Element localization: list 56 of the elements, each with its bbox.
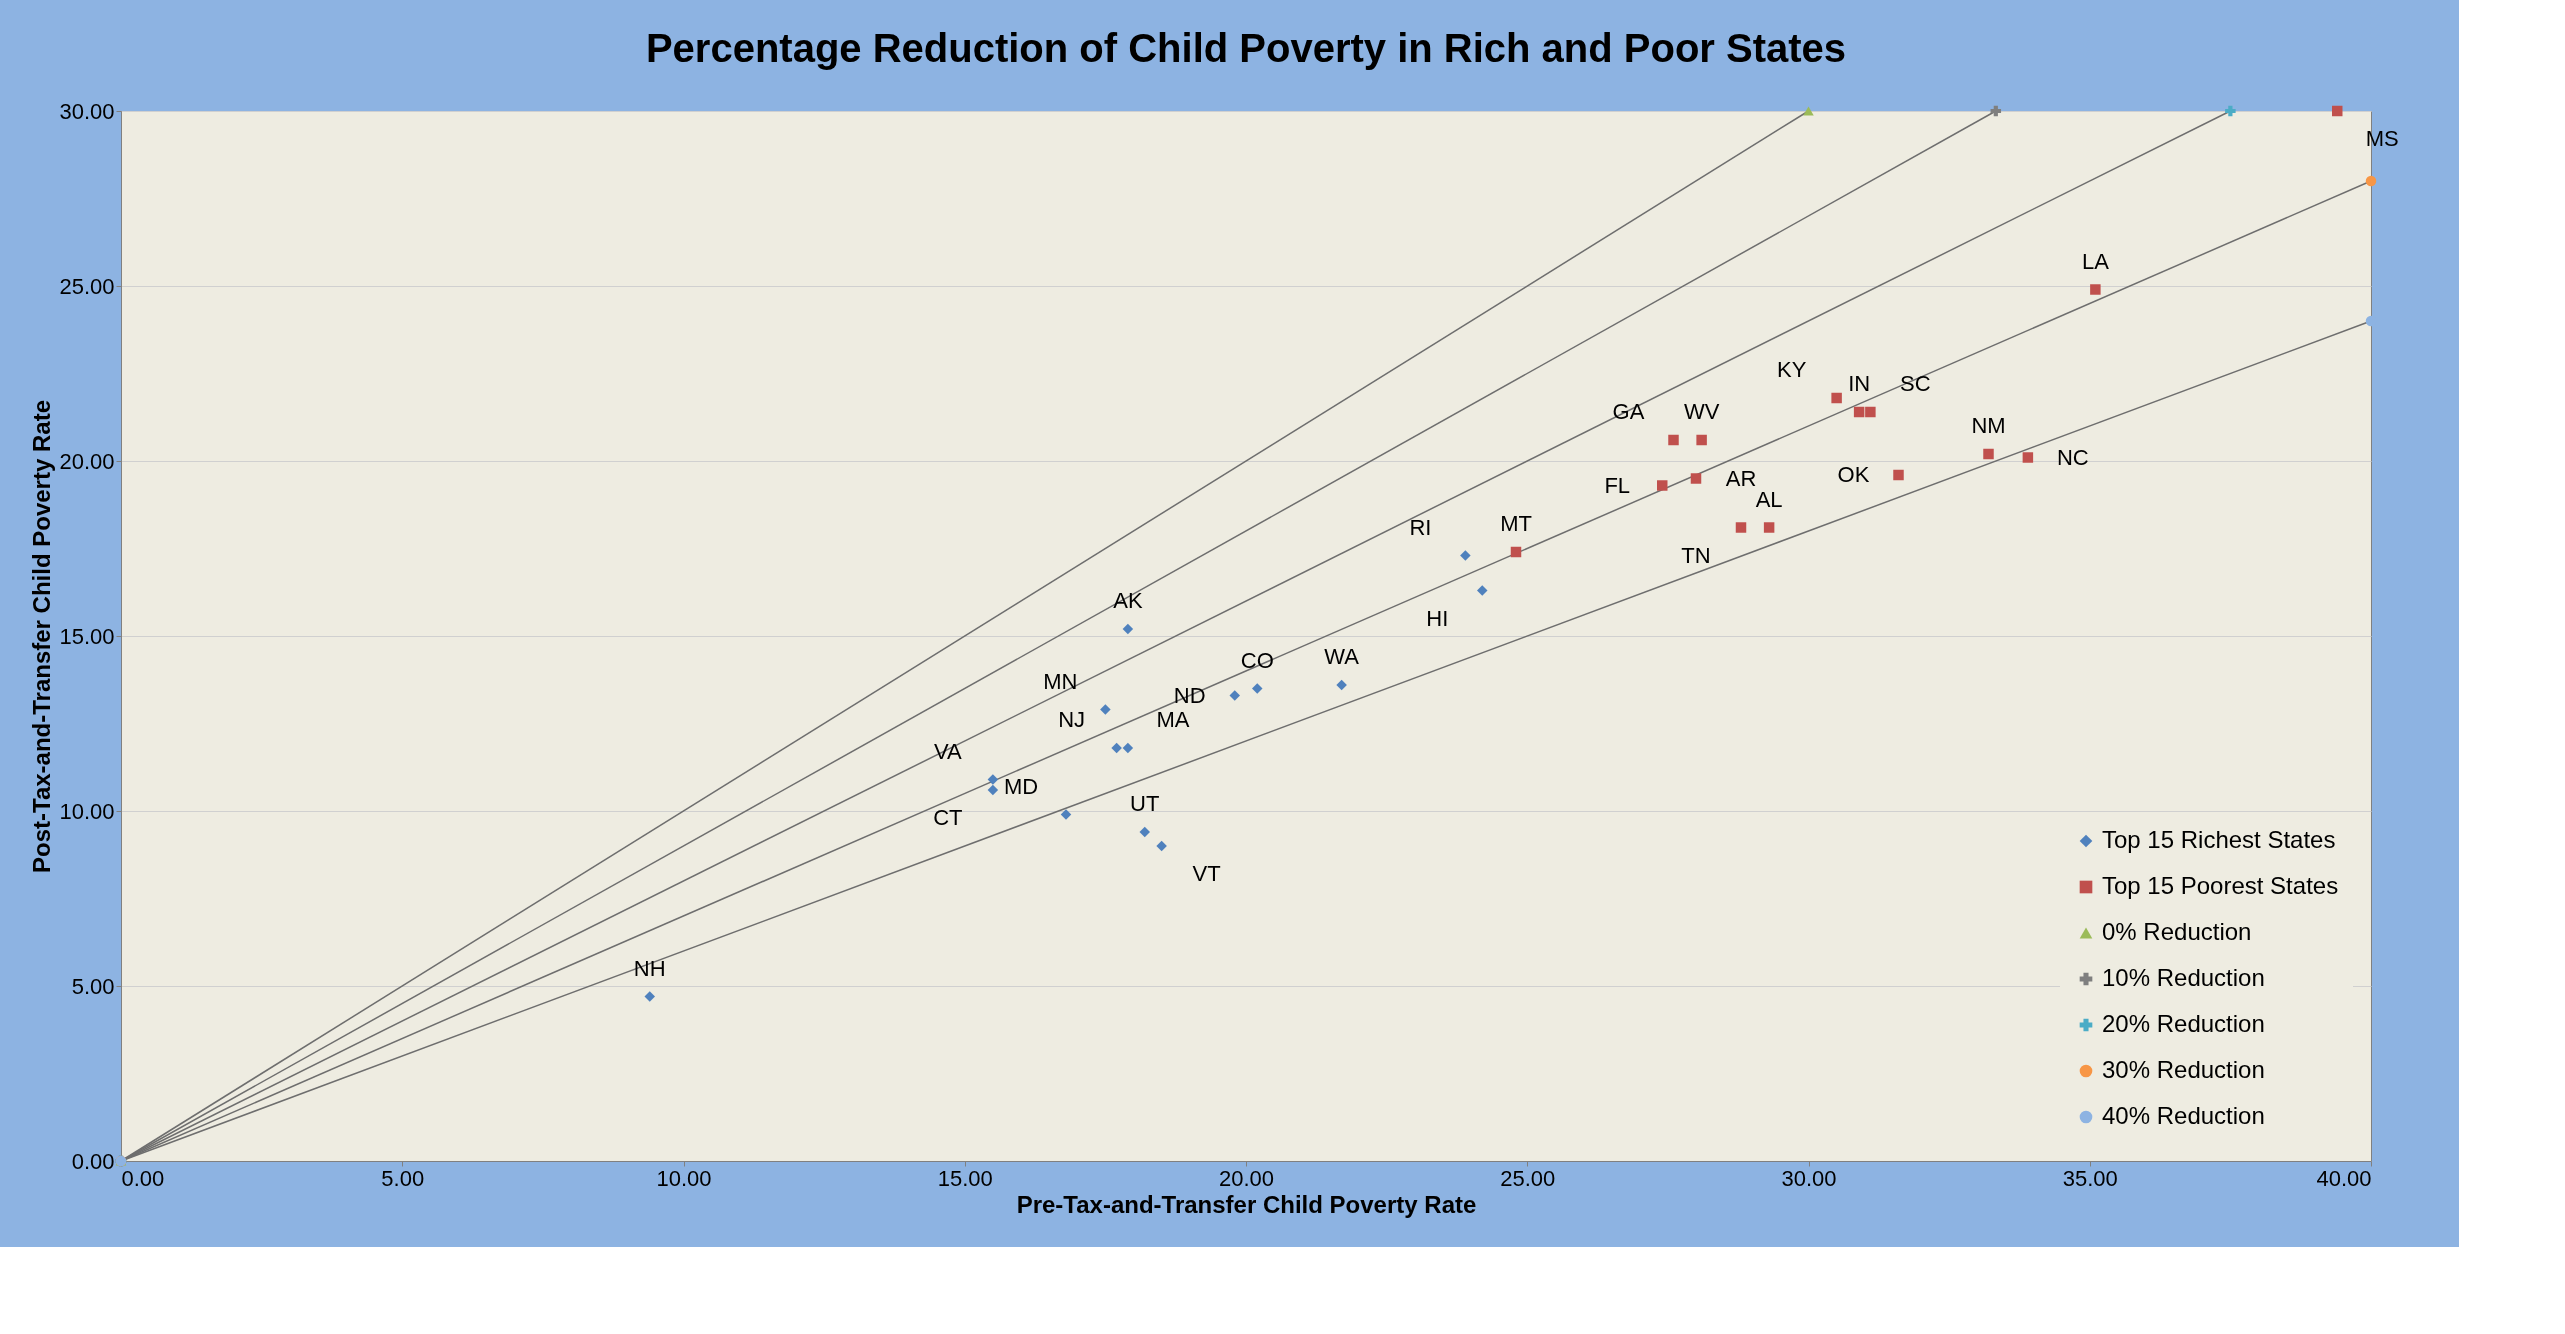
- data-label: NC: [2056, 444, 2089, 470]
- data-label: HI: [1426, 605, 1449, 631]
- data-label: OK: [1837, 462, 1870, 487]
- x-tick-label: 25.00: [1500, 1165, 1556, 1191]
- data-label: MN: [1043, 668, 1078, 694]
- y-tick-label: 15.00: [59, 623, 115, 649]
- y-tick-label: 10.00: [59, 798, 115, 824]
- data-label: NJ: [1058, 707, 1086, 732]
- y-axis-title: Post-Tax-and-Transfer Child Poverty Rate: [28, 400, 56, 873]
- x-tick-label: 30.00: [1781, 1165, 1837, 1191]
- data-label: ND: [1173, 682, 1206, 708]
- data-label: UT: [1130, 791, 1160, 816]
- data-label: IN: [1848, 371, 1871, 396]
- y-tick-label: 5.00: [71, 973, 115, 999]
- data-label: FL: [1604, 472, 1631, 498]
- x-tick-label: 10.00: [656, 1165, 712, 1191]
- y-tick-label: 0.00: [71, 1148, 115, 1174]
- data-label: MT: [1500, 511, 1532, 536]
- data-label: MA: [1156, 707, 1190, 732]
- data-label: CT: [933, 805, 963, 830]
- x-tick-label: 40.00: [2316, 1165, 2372, 1191]
- chart-title: Percentage Reduction of Child Poverty in Rich and Poor States: [645, 26, 1847, 70]
- legend-label: 40% Reduction: [2102, 1102, 2265, 1129]
- y-tick-label: 25.00: [59, 273, 115, 299]
- data-label: VT: [1192, 861, 1221, 886]
- data-label: MD: [1003, 773, 1039, 799]
- x-tick-label: 0.00: [121, 1165, 165, 1191]
- data-label: WA: [1324, 644, 1360, 669]
- x-axis-title: Pre-Tax-and-Transfer Child Poverty Rate: [1016, 1190, 1477, 1218]
- data-label: GA: [1612, 399, 1645, 424]
- data-label: RI: [1409, 514, 1432, 540]
- data-label: WV: [1683, 399, 1720, 424]
- legend-label: 10% Reduction: [2102, 964, 2265, 991]
- data-label: AL: [1755, 486, 1783, 512]
- data-label: MS: [2365, 126, 2399, 151]
- data-label: KY: [1776, 357, 1807, 382]
- x-tick-label: 20.00: [1218, 1165, 1275, 1191]
- data-label: VA: [934, 738, 963, 764]
- x-tick-label: 35.00: [2062, 1165, 2118, 1191]
- x-tick-label: 15.00: [937, 1165, 993, 1191]
- data-label: NH: [633, 955, 666, 981]
- data-label: LA: [2081, 248, 2110, 274]
- legend-label: Top 15 Poorest States: [2102, 872, 2339, 899]
- legend-label: Top 15 Richest States: [2102, 826, 2336, 853]
- data-label: AK: [1113, 588, 1143, 613]
- legend-label: 30% Reduction: [2102, 1056, 2265, 1083]
- data-label: NM: [1971, 413, 2006, 438]
- legend-label: 0% Reduction: [2102, 918, 2252, 945]
- legend-label: 20% Reduction: [2102, 1010, 2265, 1037]
- data-label: AR: [1725, 465, 1757, 491]
- y-tick-label: 30.00: [59, 98, 115, 124]
- data-label: CO: [1240, 647, 1274, 673]
- x-tick-label: 5.00: [381, 1165, 425, 1191]
- data-label: TN: [1681, 542, 1711, 568]
- y-tick-label: 20.00: [59, 448, 115, 474]
- data-label: SC: [1900, 371, 1931, 396]
